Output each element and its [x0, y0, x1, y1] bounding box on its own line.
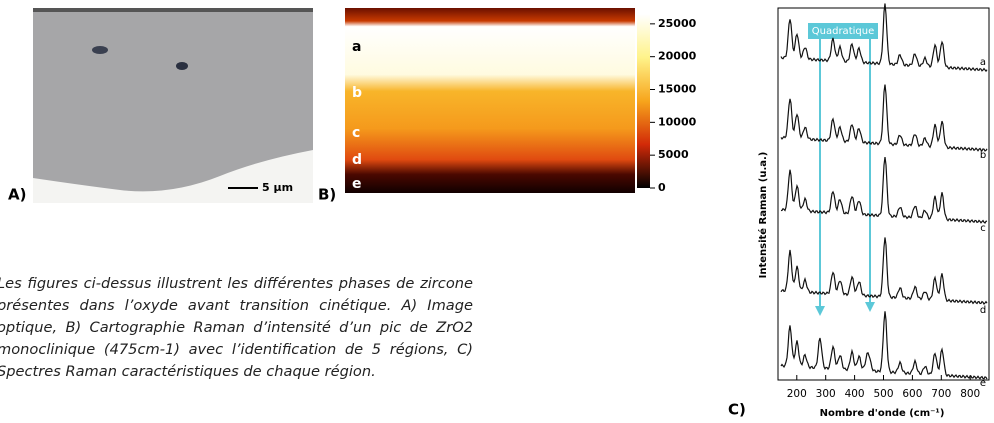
region-label: b	[352, 85, 362, 101]
colorbar-tick-label: 0	[658, 181, 666, 194]
colorbar-tick-label: 5000	[658, 148, 689, 161]
panel-label: A)	[8, 186, 26, 204]
curve-label: c	[980, 223, 986, 234]
caption-line: présentes dans l’oxyde avant transition …	[0, 297, 473, 314]
inclusion	[92, 46, 108, 54]
panel-a: 5 µm A)	[8, 8, 313, 204]
colorbar-tick-label: 10000	[658, 115, 697, 128]
surface	[33, 8, 313, 12]
x-tick-label: 500	[873, 388, 893, 400]
x-tick-label: 300	[816, 388, 836, 400]
caption-line: Spectres Raman caractéristiques de chaqu…	[0, 363, 376, 380]
inclusion	[176, 62, 188, 70]
x-tick-label: 200	[787, 388, 807, 400]
raman-map	[345, 8, 635, 193]
panel-b: B) a b cde 25000 20000 15000 10000 5000 0	[318, 8, 697, 204]
region-label: e	[352, 176, 362, 192]
colorbar-tick-label: 25000	[658, 17, 697, 30]
arrow-head	[815, 306, 825, 316]
x-tick-label: 400	[845, 388, 865, 400]
caption: Les figures ci-dessus illustrent les dif…	[0, 273, 473, 383]
spectrum	[780, 311, 988, 380]
x-tick-label: 800	[960, 388, 980, 400]
annotation-box	[808, 23, 878, 39]
x-tick-label: 600	[902, 388, 922, 400]
colorbar	[637, 14, 650, 188]
curve-label: e	[980, 378, 986, 389]
curve-label: d	[980, 305, 986, 316]
x-axis-label: Nombre d'onde (cm⁻¹)	[820, 408, 945, 419]
region-label: d	[352, 152, 362, 168]
region-label: c	[352, 125, 360, 141]
curve-label: a	[980, 57, 986, 68]
spectrum	[780, 157, 988, 224]
scale-label: 5 µm	[262, 181, 293, 194]
caption-line: monoclinique (475cm-1) avec l’identifica…	[0, 341, 473, 358]
colorbar-tick-label: 15000	[658, 83, 697, 96]
annotation: Quadratique	[812, 26, 874, 37]
panel-label: B)	[318, 186, 336, 204]
spectrum	[780, 84, 988, 152]
panel-label: C)	[728, 401, 746, 419]
y-axis-label: Intensité Raman (u.a.)	[757, 152, 769, 279]
curve-label: b	[980, 150, 986, 161]
x-tick-label: 700	[931, 388, 951, 400]
colorbar-tick-label: 20000	[658, 50, 697, 63]
region-label: a	[352, 39, 361, 55]
arrow-head	[865, 302, 875, 312]
substrate	[33, 150, 313, 203]
spectrum	[780, 3, 988, 73]
panel-c: C) Nombre d'onde (cm⁻¹) Intensité Raman …	[728, 3, 990, 419]
caption-line: Les figures ci-dessus illustrent les dif…	[0, 275, 473, 292]
spectrum	[780, 237, 988, 305]
caption-line: optique, B) Cartographie Raman d’intensi…	[0, 319, 473, 336]
